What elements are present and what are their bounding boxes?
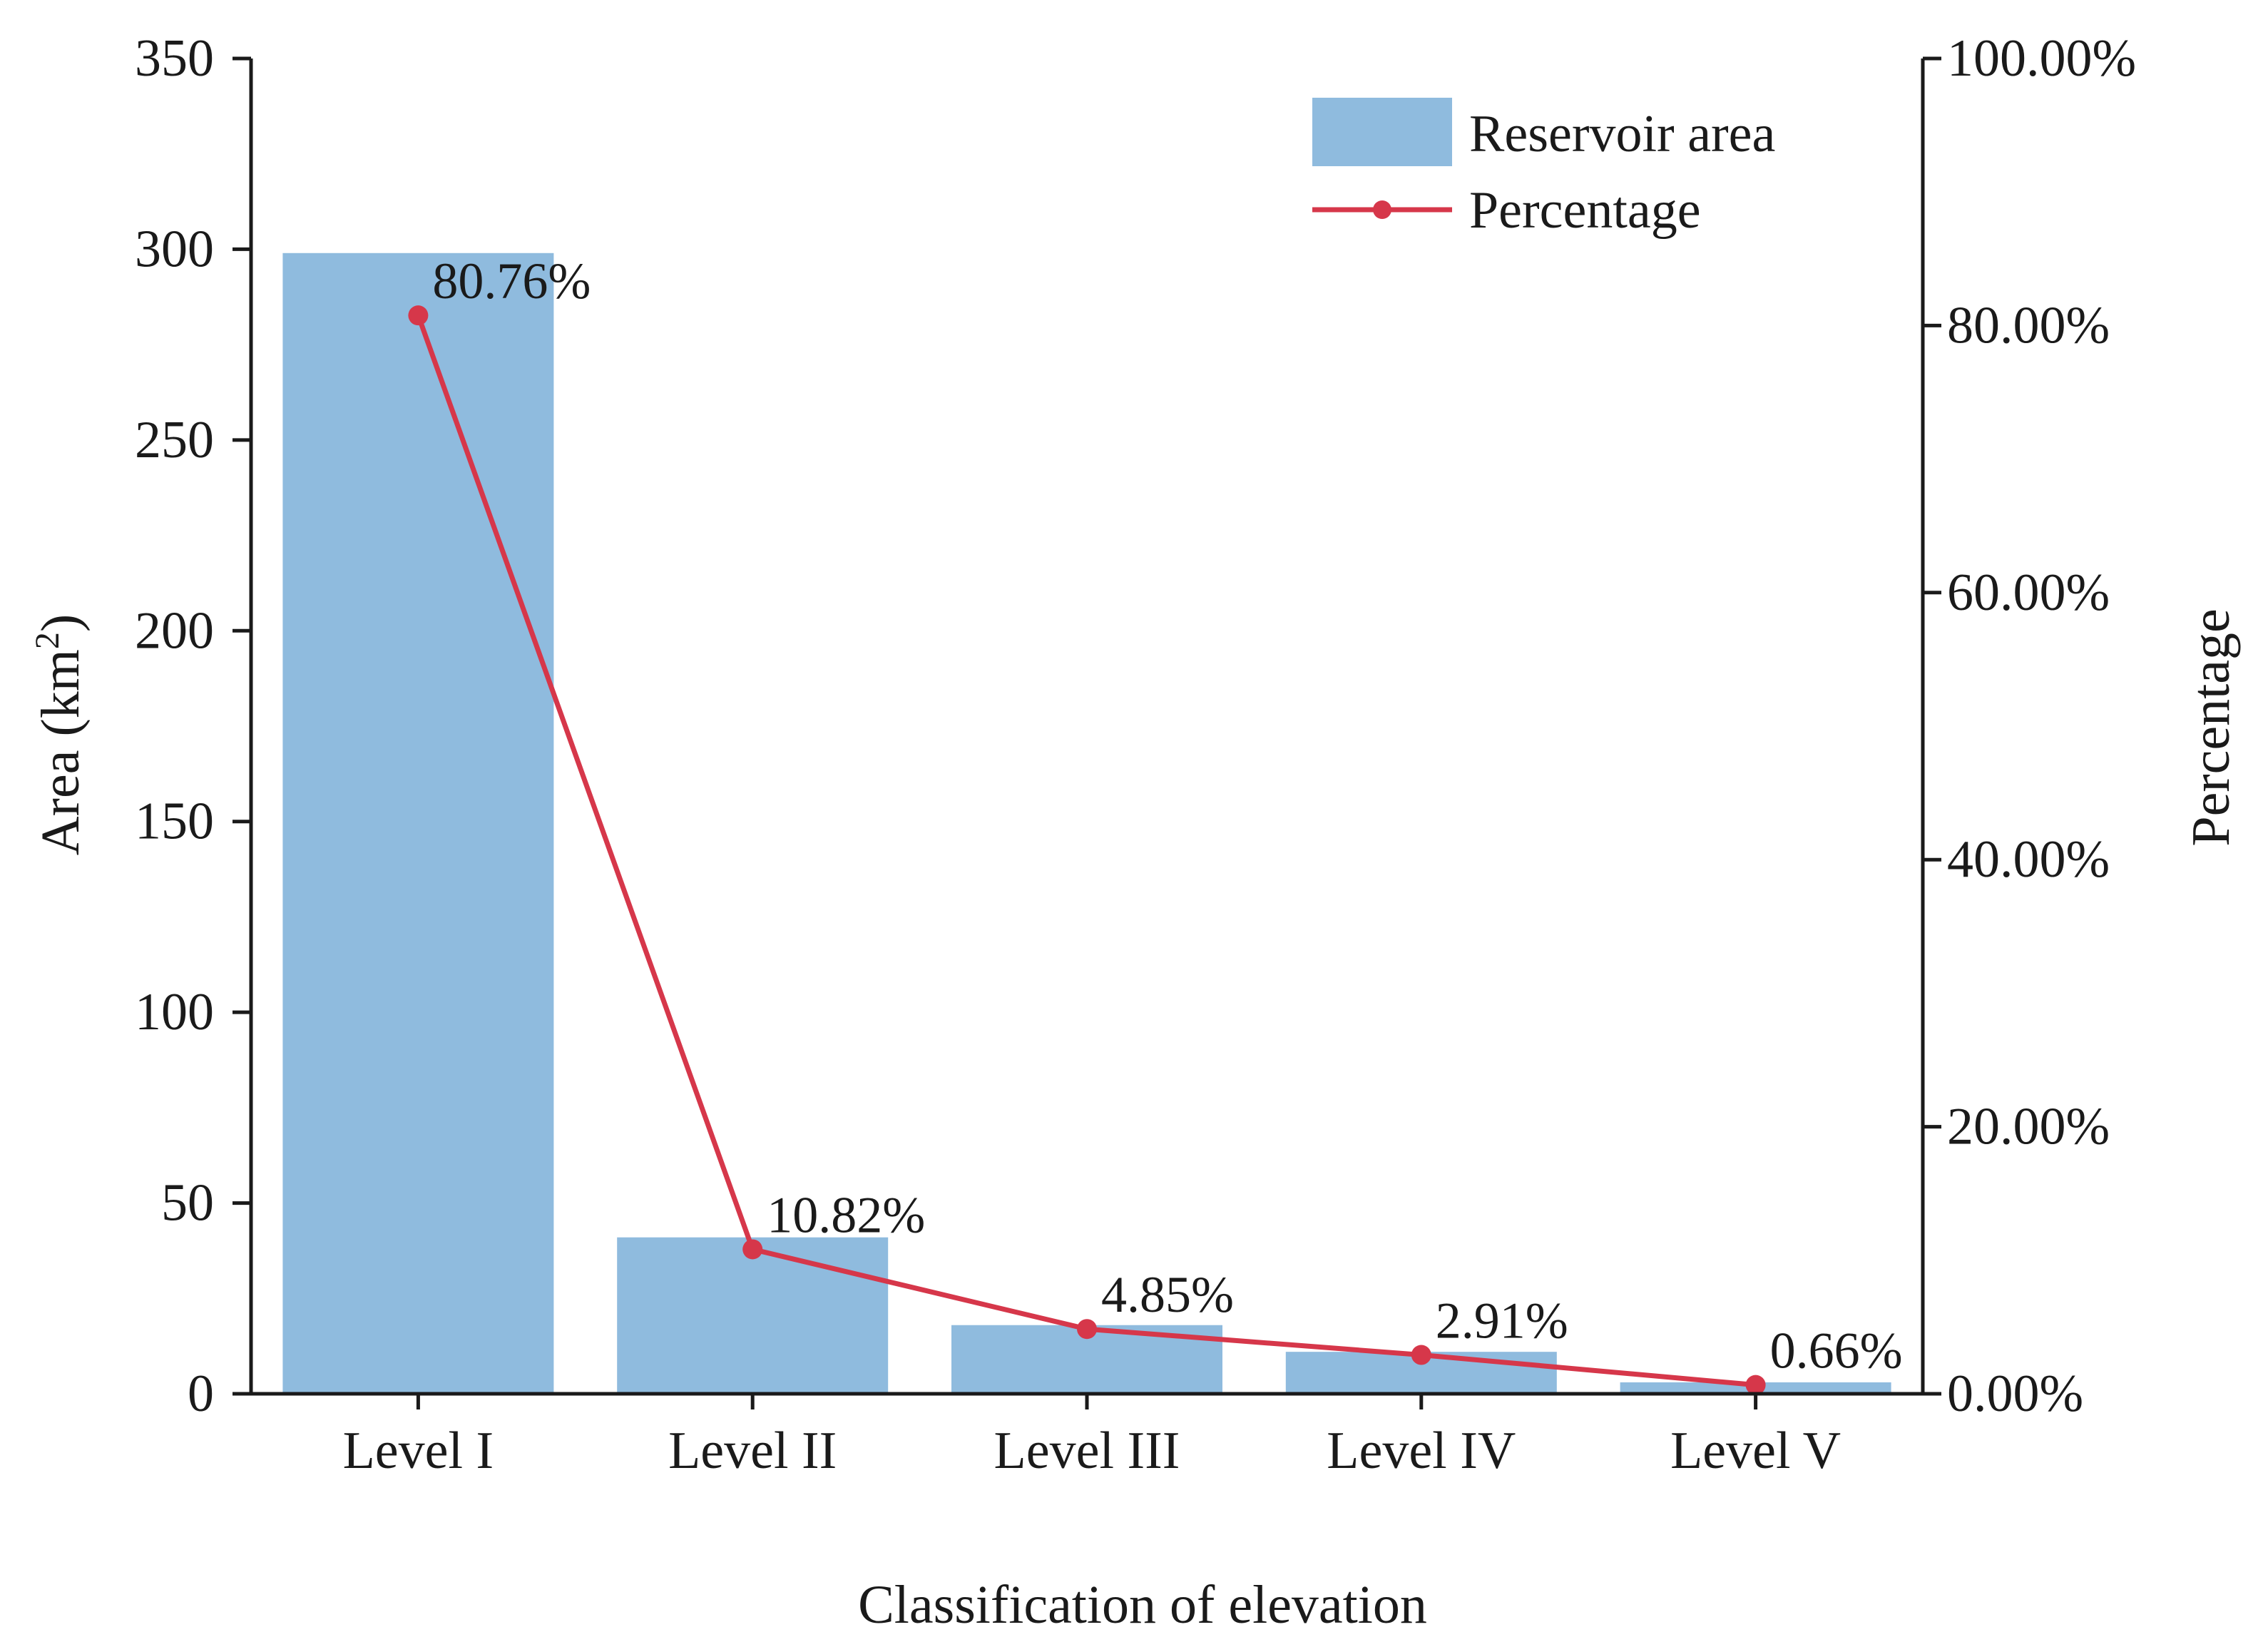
x-tick-label-5: Level V: [1670, 1422, 1841, 1480]
y-tick-label-2: 100: [135, 983, 214, 1041]
percentage-point-1: [408, 305, 429, 326]
y-axis-title-sup: 2: [29, 632, 66, 649]
bar-1: [282, 253, 554, 1394]
y-tick-label-6: 300: [135, 220, 214, 278]
data-label-1: 80.76%: [432, 253, 591, 310]
y-axis-title: Area (km2): [29, 614, 91, 855]
x-tick-label-4: Level IV: [1327, 1422, 1516, 1480]
bar-2: [617, 1237, 889, 1394]
y2-tick-label-1: 20.00%: [1947, 1098, 2110, 1156]
data-label-3: 4.85%: [1101, 1266, 1234, 1323]
data-labels-layer: 80.76% 10.82% 4.85% 2.91% 0.66%: [432, 253, 1902, 1379]
legend-label-reservoir-area: Reservoir area: [1469, 105, 1775, 163]
y-tick-label-3: 150: [135, 792, 214, 851]
line-layer: [408, 305, 1766, 1395]
y2-tick-label-5: 100.00%: [1947, 29, 2136, 88]
data-label-2: 10.82%: [767, 1186, 925, 1243]
data-label-5: 0.66%: [1770, 1322, 1903, 1380]
x-tick-label-1: Level I: [343, 1422, 494, 1480]
y-tick-label-7: 350: [135, 29, 214, 88]
y2-tick-label-2: 40.00%: [1947, 830, 2110, 889]
x-tick-label-2: Level II: [668, 1422, 837, 1480]
bars-layer: [282, 253, 1891, 1394]
percentage-point-2: [742, 1239, 763, 1260]
y-tick-label-1: 50: [161, 1174, 214, 1233]
x-tick-label-3: Level III: [994, 1422, 1180, 1480]
percentage-line: [416, 314, 1756, 1388]
y-tick-label-5: 250: [135, 411, 214, 469]
axes-layer: 0 50 100 150 200 250 300 350 0.00% 20.00% 40.00% 60…: [135, 29, 2136, 1480]
y2-axis-title: Percentage: [2181, 608, 2241, 846]
legend: Reservoir area Percentage: [1312, 98, 1775, 240]
y-axis-title-end: ): [31, 614, 91, 632]
data-label-4: 2.91%: [1436, 1292, 1568, 1350]
legend-label-percentage: Percentage: [1469, 181, 1701, 240]
y-tick-label-0: 0: [188, 1365, 214, 1423]
x-axis-title: Classification of elevation: [858, 1575, 1427, 1635]
percentage-point-5: [1745, 1375, 1766, 1395]
legend-line-marker: [1373, 200, 1391, 219]
y2-tick-label-0: 0.00%: [1947, 1365, 2083, 1423]
percentage-point-4: [1411, 1345, 1431, 1365]
legend-bar-swatch: [1312, 98, 1452, 166]
y2-tick-label-4: 80.00%: [1947, 296, 2110, 355]
y-tick-label-4: 200: [135, 601, 214, 660]
percentage-point-3: [1077, 1319, 1097, 1340]
y2-tick-label-3: 60.00%: [1947, 564, 2110, 622]
y-axis-title-main: Area (km: [31, 649, 91, 855]
